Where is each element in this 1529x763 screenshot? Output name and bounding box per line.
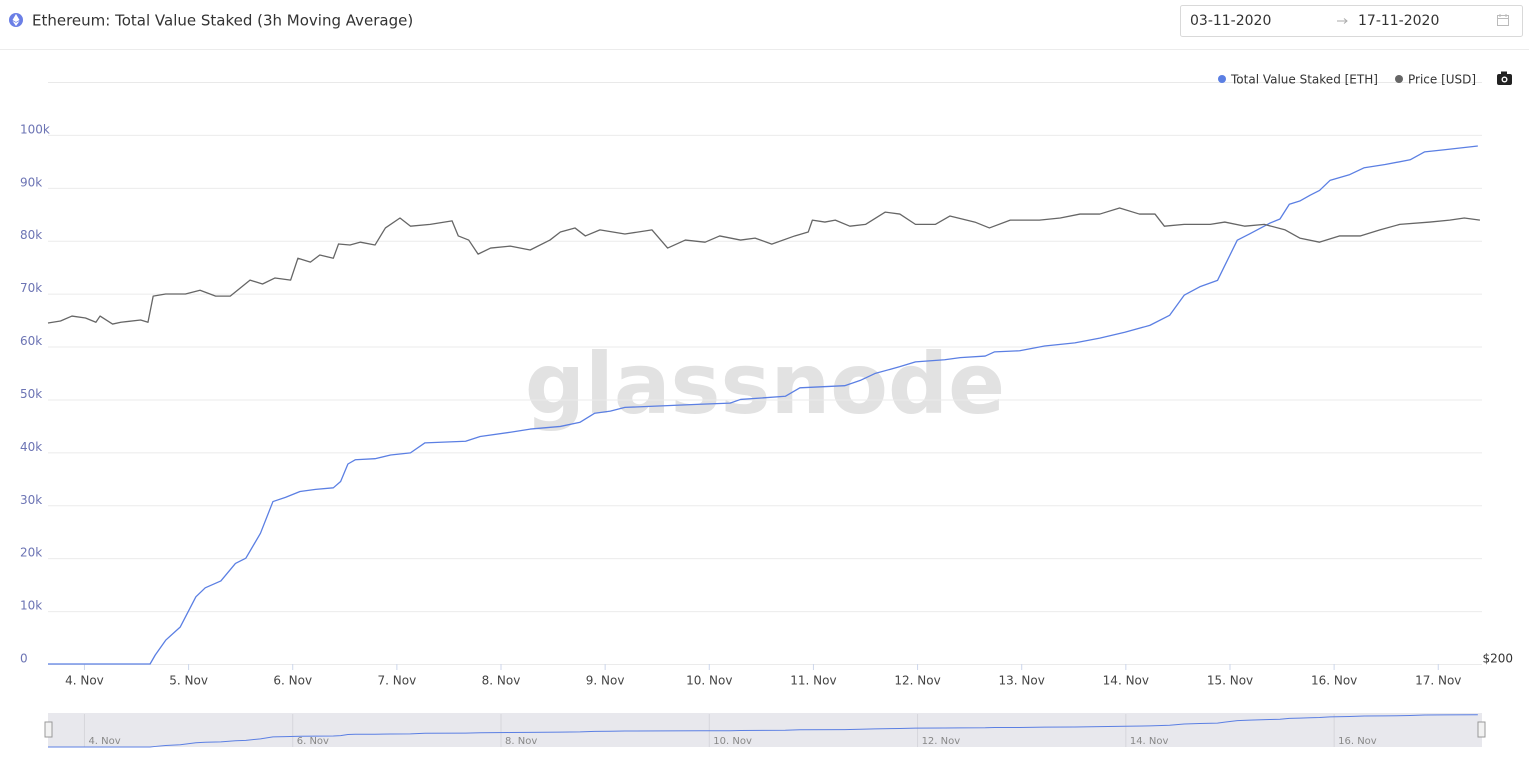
x-tick-label: 7. Nov	[378, 674, 417, 688]
navigator-tick-label: 10. Nov	[713, 736, 752, 747]
x-tick-label: 17. Nov	[1415, 674, 1461, 688]
series-line	[47, 207, 1481, 325]
y-tick-label: 60k	[20, 334, 42, 348]
export-button[interactable]	[1497, 71, 1512, 86]
x-tick-label: 6. Nov	[273, 674, 312, 688]
y-tick-label: 70k	[20, 281, 42, 295]
legend-marker	[1218, 75, 1226, 83]
navigator-tick-label: 4. Nov	[88, 736, 120, 747]
navigator-tick-label: 16. Nov	[1338, 736, 1377, 747]
x-tick-label: 9. Nov	[586, 674, 625, 688]
legend-label: Total Value Staked [ETH]	[1230, 73, 1378, 87]
y2-tick-label: $200	[1482, 652, 1513, 666]
x-tick-label: 5. Nov	[169, 674, 208, 688]
x-tick-label: 8. Nov	[482, 674, 521, 688]
x-tick-label: 10. Nov	[686, 674, 732, 688]
legend-marker	[1395, 75, 1403, 83]
x-tick-label: 4. Nov	[65, 674, 104, 688]
y-tick-label: 80k	[20, 228, 42, 242]
x-tick-label: 14. Nov	[1103, 674, 1149, 688]
x-tick-label: 11. Nov	[790, 674, 836, 688]
date-range-picker[interactable]	[1180, 5, 1523, 37]
x-tick-label: 16. Nov	[1311, 674, 1357, 688]
range-arrow	[1337, 18, 1348, 24]
y-tick-label: 10k	[20, 599, 42, 613]
y-tick-label: 30k	[20, 493, 42, 507]
date-to[interactable]: 17-11-2020	[1358, 13, 1439, 29]
navigator-tick-label: 6. Nov	[297, 736, 329, 747]
y-tick-label: 40k	[20, 440, 42, 454]
x-tick-label: 15. Nov	[1207, 674, 1253, 688]
y-tick-label: 20k	[20, 546, 42, 560]
navigator-tick-label: 14. Nov	[1130, 736, 1169, 747]
navigator-tick-label: 12. Nov	[922, 736, 961, 747]
page-title: Ethereum: Total Value Staked (3h Moving …	[32, 12, 413, 30]
watermark: glassnode	[525, 335, 1005, 433]
x-tick-label: 13. Nov	[999, 674, 1045, 688]
y-tick-label: 50k	[20, 387, 42, 401]
legend-label: Price [USD]	[1408, 73, 1476, 87]
navigator-line	[48, 714, 1478, 748]
eth-glyph	[12, 14, 20, 26]
y-tick-label: 90k	[20, 175, 42, 189]
navigator-tick-label: 8. Nov	[505, 736, 537, 747]
date-from[interactable]: 03-11-2020	[1190, 13, 1271, 29]
navigator-handle-left[interactable]	[44, 721, 53, 738]
calendar-icon	[1497, 14, 1509, 26]
y-tick-label: 0	[20, 652, 28, 666]
series-line	[48, 145, 1478, 665]
y-tick-label: 100k	[20, 122, 50, 136]
x-tick-label: 12. Nov	[894, 674, 940, 688]
navigator-handle-right[interactable]	[1477, 721, 1486, 738]
